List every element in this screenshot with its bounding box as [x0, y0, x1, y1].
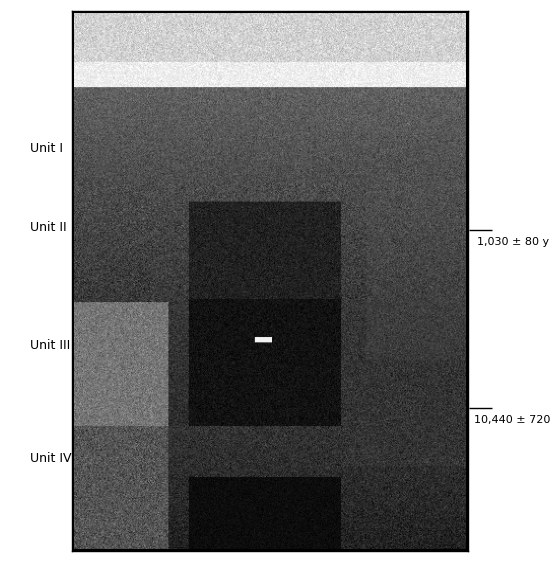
Text: 1,030 ± 80 yr B.P.: 1,030 ± 80 yr B.P. [477, 237, 550, 247]
Text: Unit III: Unit III [30, 339, 70, 352]
Text: Unit I: Unit I [30, 142, 63, 156]
Text: 10,440 ± 720 yr B.P.: 10,440 ± 720 yr B.P. [474, 415, 550, 425]
Text: Unit II: Unit II [30, 221, 67, 234]
Text: Unit IV: Unit IV [30, 451, 72, 465]
